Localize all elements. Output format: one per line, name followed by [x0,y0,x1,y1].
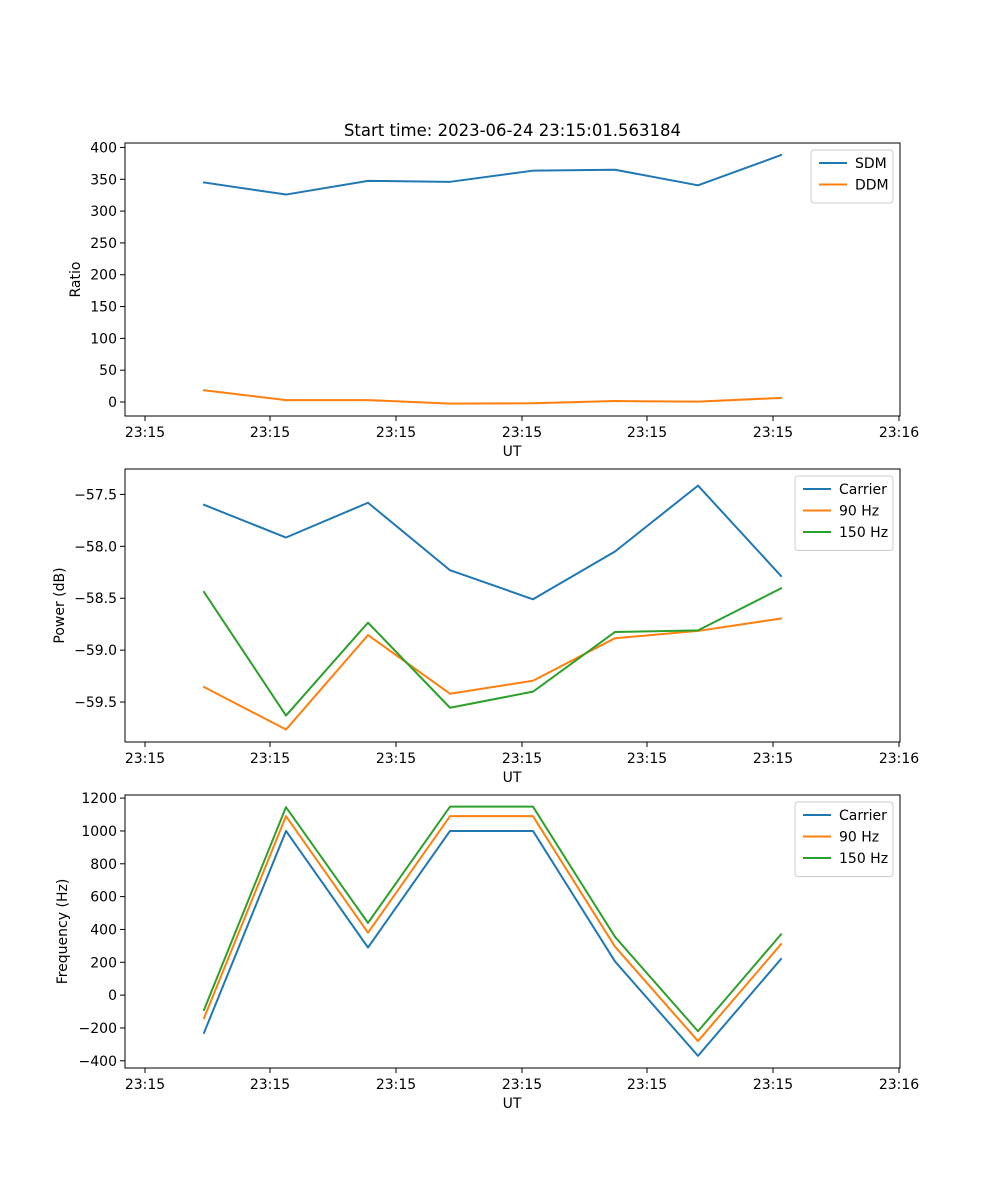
ratio-x-tick-label: 23:15 [627,425,667,441]
ratio-x-axis-label: UT [503,444,522,460]
power-y-tick-label: −59.5 [74,695,117,711]
frequency-x-tick-label: 23:15 [125,1077,165,1093]
power-y-tick-label: −58.0 [74,539,117,555]
power-x-tick-label: 23:15 [502,751,542,767]
power-x-tick-label: 23:15 [753,751,793,767]
frequency-panel: 23:15 23:15 23:15 23:15 23:15 23:15 23:16 −400 −… [55,791,919,1112]
chart-title: Start time: 2023-06-24 23:15:01.563184 [344,121,681,140]
ratio-series-line-ddm [202,389,783,405]
power-series-line-150-hz [202,587,783,717]
ratio-x-tick-label: 23:15 [376,425,416,441]
frequency-legend-label: 150 Hz [839,851,888,867]
frequency-y-tick-label: 400 [90,922,117,938]
frequency-y-tick-label: 600 [90,890,117,906]
frequency-series-line-150-hz [202,805,783,1033]
power-legend-label: 90 Hz [839,504,879,520]
power-series-line-90-hz [202,617,783,731]
frequency-legend-label: 90 Hz [839,830,879,846]
power-x-tick-label: 23:15 [125,751,165,767]
frequency-x-tick-label: 23:15 [502,1077,542,1093]
ratio-x-tick-label: 23:15 [753,425,793,441]
frequency-x-tick-label: 23:16 [879,1077,919,1093]
frequency-y-tick-label: 1000 [81,824,117,840]
ratio-plot-area [124,142,901,417]
frequency-y-tick-label: 800 [90,857,117,873]
frequency-y-tick-label: 1200 [81,791,117,807]
frequency-plot-area [124,794,901,1069]
ratio-y-tick-label: 0 [108,395,117,411]
ratio-y-tick-label: 150 [90,300,117,316]
ratio-panel: 23:15 23:15 23:15 23:15 23:15 23:15 23:16 0 50 10… [68,140,919,460]
power-series-line-carrier [202,484,783,601]
power-y-tick-label: −57.5 [74,487,117,503]
power-y-tick-label: −58.5 [74,591,117,607]
power-x-tick-label: 23:15 [376,751,416,767]
power-plot-area [124,468,901,743]
frequency-y-tick-label: 0 [108,988,117,1004]
power-x-tick-label: 23:15 [627,751,667,767]
ratio-series-line-sdm [202,153,783,196]
power-x-axis-label: UT [503,770,522,786]
frequency-y-axis-label: Frequency (Hz) [55,879,71,985]
ratio-x-tick-label: 23:15 [125,425,165,441]
ratio-y-tick-label: 300 [90,204,117,220]
frequency-y-tick-label: −200 [79,1021,117,1037]
ratio-x-tick-label: 23:15 [502,425,542,441]
ratio-y-tick-label: 400 [90,140,117,156]
power-x-tick-label: 23:16 [879,751,919,767]
frequency-series-line-carrier [202,829,783,1057]
ratio-y-tick-label: 50 [99,363,117,379]
ratio-legend-label: SDM [855,156,887,172]
ratio-y-tick-label: 250 [90,236,117,252]
frequency-series-line-90-hz [202,815,783,1043]
frequency-y-tick-label: −400 [79,1054,117,1070]
frequency-x-tick-label: 23:15 [376,1077,416,1093]
power-y-axis-label: Power (dB) [52,567,68,643]
power-x-tick-label: 23:15 [250,751,290,767]
power-legend-label: Carrier [839,482,887,498]
frequency-x-tick-label: 23:15 [627,1077,667,1093]
ratio-legend-label: DDM [855,178,889,194]
ratio-y-tick-label: 100 [90,331,117,347]
frequency-legend-label: Carrier [839,808,887,824]
power-panel: 23:15 23:15 23:15 23:15 23:15 23:15 23:16 −59.5… [52,468,919,786]
frequency-x-tick-label: 23:15 [753,1077,793,1093]
frequency-x-tick-label: 23:15 [250,1077,290,1093]
power-legend-label: 150 Hz [839,525,888,541]
power-y-tick-label: −59.0 [74,643,117,659]
frequency-y-tick-label: 200 [90,955,117,971]
ratio-y-tick-label: 350 [90,172,117,188]
ratio-y-tick-label: 200 [90,268,117,284]
ratio-y-axis-label: Ratio [68,262,84,298]
frequency-x-axis-label: UT [503,1096,522,1112]
ratio-x-tick-label: 23:16 [879,425,919,441]
ratio-x-tick-label: 23:15 [250,425,290,441]
